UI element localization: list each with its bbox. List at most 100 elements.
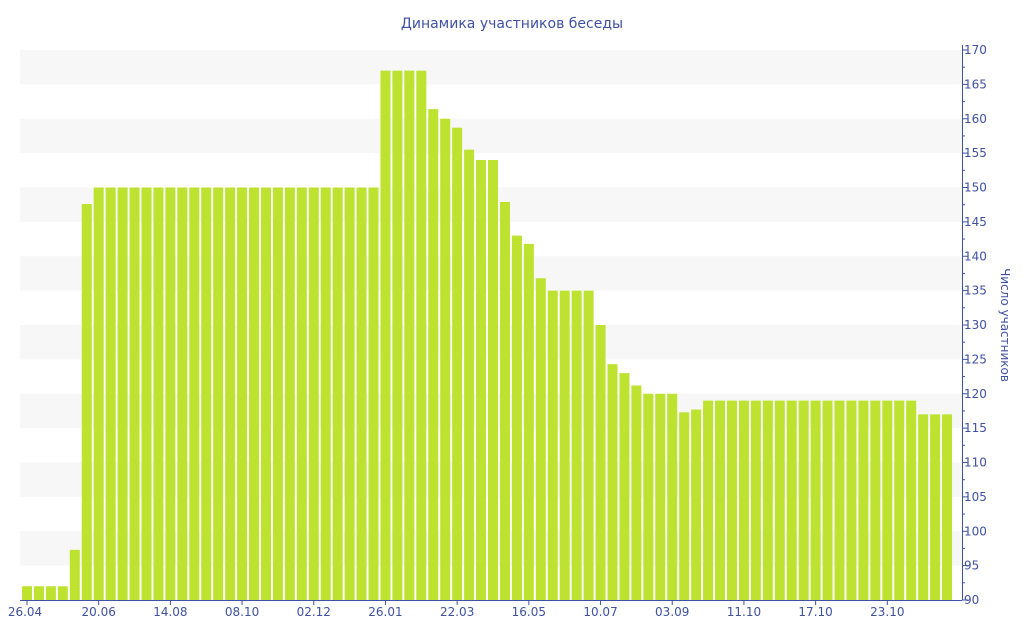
y-tick-label: 90 [964, 593, 979, 607]
y-tick-label: 145 [964, 215, 987, 229]
bar [452, 127, 463, 600]
bar [153, 187, 164, 600]
bar [225, 187, 236, 600]
bar [631, 385, 642, 600]
bar [249, 187, 260, 600]
y-tick-label: 105 [964, 490, 987, 504]
bar [332, 187, 343, 600]
bar [906, 400, 917, 600]
bar [858, 400, 869, 600]
bar [213, 187, 224, 600]
y-tick-label: 100 [964, 524, 987, 538]
x-tick-label: 26.01 [368, 605, 402, 619]
bar [129, 187, 140, 600]
y-tick-label: 95 [964, 559, 979, 573]
bar [33, 586, 44, 600]
bar [715, 400, 726, 600]
grid-band [20, 118, 962, 154]
bar [726, 400, 737, 600]
y-tick-label: 130 [964, 318, 987, 332]
bar [57, 586, 68, 600]
bar [117, 187, 128, 600]
bar [272, 187, 283, 600]
x-tick-label: 22.03 [440, 605, 474, 619]
bar [392, 70, 403, 600]
bar [738, 400, 749, 600]
bar [834, 400, 845, 600]
bar [894, 400, 905, 600]
x-tick-label: 10.07 [583, 605, 617, 619]
bar [105, 187, 116, 600]
y-tick-label: 165 [964, 77, 987, 91]
bar [189, 187, 200, 600]
bar [177, 187, 188, 600]
bar [344, 187, 355, 600]
bar [499, 201, 510, 600]
bar [643, 393, 654, 600]
bar [870, 400, 881, 600]
y-tick-label: 170 [964, 43, 987, 57]
bar [464, 149, 475, 600]
y-tick-label: 115 [964, 421, 987, 435]
bar [918, 414, 929, 600]
bar [296, 187, 307, 600]
bar [559, 290, 570, 600]
bar [798, 400, 809, 600]
x-tick-label: 08.10 [225, 605, 259, 619]
bar [416, 70, 427, 600]
bar [607, 364, 618, 600]
bar [165, 187, 176, 600]
bar [942, 414, 953, 600]
x-tick-label: 11.10 [727, 605, 761, 619]
bar [404, 70, 415, 600]
y-tick-label: 140 [964, 249, 987, 263]
y-axis-title: Число участников [998, 268, 1012, 382]
bar [547, 290, 558, 600]
bar [428, 109, 439, 600]
x-tick-label: 23.10 [870, 605, 904, 619]
bar [750, 400, 761, 600]
bar [786, 400, 797, 600]
bar [583, 290, 594, 600]
bar [882, 400, 893, 600]
bar [535, 278, 546, 600]
y-tick-label: 155 [964, 146, 987, 160]
chart-title: Динамика участников беседы [401, 16, 623, 32]
x-tick-label: 26.04 [8, 605, 42, 619]
bar [356, 187, 367, 600]
bar [523, 243, 534, 600]
bar [284, 187, 295, 600]
bar [679, 412, 690, 600]
y-tick-label: 135 [964, 284, 987, 298]
x-axis: 26.04 20.06 14.08 08.10 02.12 26.01 22.03 16.05… [8, 600, 962, 619]
bar [320, 187, 331, 600]
bar [237, 187, 248, 600]
bar [511, 235, 522, 600]
grid-band [20, 50, 962, 85]
bar [691, 409, 702, 600]
y-tick-label: 125 [964, 352, 987, 366]
x-tick-label: 03.09 [655, 605, 689, 619]
bar [260, 187, 271, 600]
bar [762, 400, 773, 600]
bar [93, 187, 104, 600]
bar [822, 400, 833, 600]
bar [930, 414, 941, 600]
y-tick-label: 120 [964, 387, 987, 401]
bar [368, 187, 379, 600]
bar [619, 373, 630, 600]
y-tick-label: 150 [964, 181, 987, 195]
bar [45, 586, 56, 600]
bars [22, 70, 953, 600]
bar [476, 160, 487, 600]
bar [655, 393, 666, 600]
bar [595, 325, 606, 600]
y-axis: 90 95 100 105 110 115 120 125 130 135 140 145 150 155… [962, 43, 987, 607]
y-tick-label: 160 [964, 112, 987, 126]
x-tick-label: 16.05 [512, 605, 546, 619]
bar [846, 400, 857, 600]
x-tick-label: 20.06 [82, 605, 116, 619]
bar [488, 160, 498, 600]
bar [440, 118, 451, 600]
